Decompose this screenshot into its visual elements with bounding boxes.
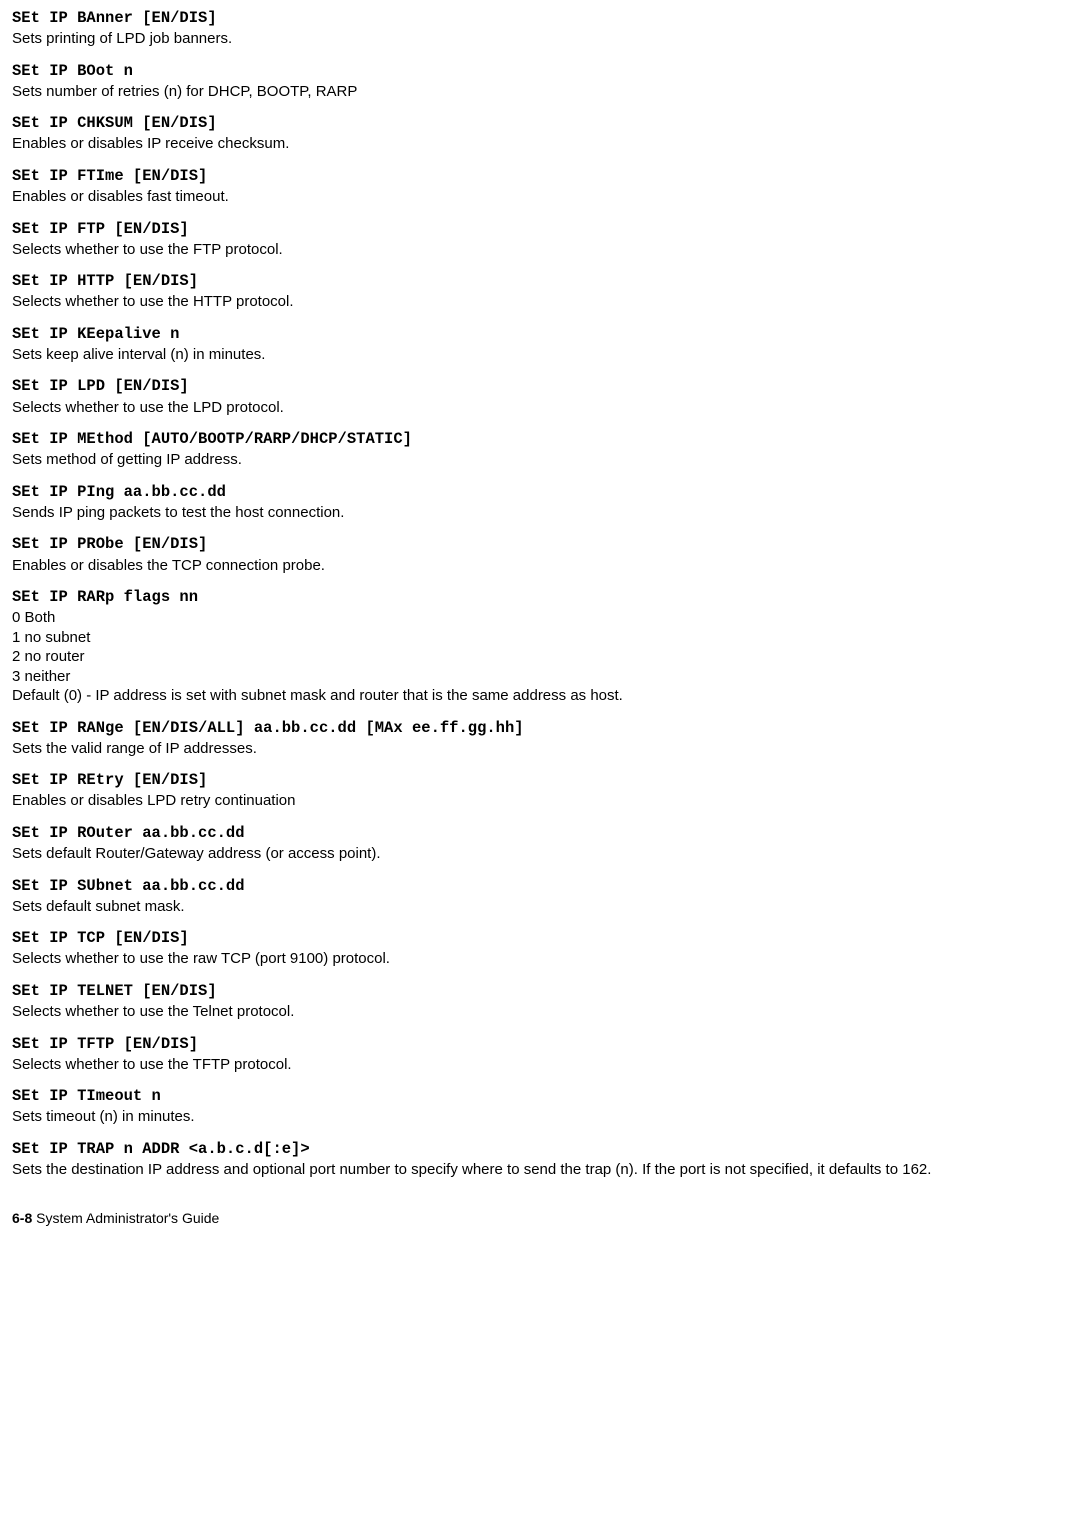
description: Enables or disables fast timeout. [12, 187, 1066, 207]
description: Sets number of retries (n) for DHCP, BOO… [12, 82, 1066, 102]
command: SEt IP TELNET [EN/DIS] [12, 981, 1066, 1001]
command: SEt IP MEthod [AUTO/BOOTP/RARP/DHCP/STAT… [12, 429, 1066, 449]
page-number: 6-8 [12, 1210, 32, 1226]
command: SEt IP TCP [EN/DIS] [12, 928, 1066, 948]
description: Sets the destination IP address and opti… [12, 1160, 1066, 1180]
command: SEt IP KEepalive n [12, 324, 1066, 344]
command: SEt IP ROuter aa.bb.cc.dd [12, 823, 1066, 843]
command: SEt IP TImeout n [12, 1086, 1066, 1106]
description: Sends IP ping packets to test the host c… [12, 503, 1066, 523]
description: Selects whether to use the FTP protocol. [12, 240, 1066, 260]
command: SEt IP PRObe [EN/DIS] [12, 534, 1066, 554]
description: Enables or disables IP receive checksum. [12, 134, 1066, 154]
description: Sets default subnet mask. [12, 897, 1066, 917]
flag-option: 1 no subnet [12, 628, 1066, 648]
command: SEt IP TRAP n ADDR <a.b.c.d[:e]> [12, 1139, 1066, 1159]
command: SEt IP RANge [EN/DIS/ALL] aa.bb.cc.dd [M… [12, 718, 1066, 738]
description: Selects whether to use the HTTP protocol… [12, 292, 1066, 312]
command: SEt IP HTTP [EN/DIS] [12, 271, 1066, 291]
description: Enables or disables LPD retry continuati… [12, 791, 1066, 811]
command: SEt IP RARp flags nn [12, 587, 1066, 607]
description: Sets method of getting IP address. [12, 450, 1066, 470]
command: SEt IP TFTP [EN/DIS] [12, 1034, 1066, 1054]
flag-option: 2 no router [12, 647, 1066, 667]
description: Selects whether to use the LPD protocol. [12, 398, 1066, 418]
description: Sets printing of LPD job banners. [12, 29, 1066, 49]
footer-title: System Administrator's Guide [36, 1210, 219, 1226]
description: Sets keep alive interval (n) in minutes. [12, 345, 1066, 365]
flag-option: 3 neither [12, 667, 1066, 687]
flag-default: Default (0) - IP address is set with sub… [12, 686, 1066, 706]
description: Enables or disables the TCP connection p… [12, 556, 1066, 576]
description: Sets timeout (n) in minutes. [12, 1107, 1066, 1127]
description: Sets default Router/Gateway address (or … [12, 844, 1066, 864]
command-list: SEt IP BAnner [EN/DIS] Sets printing of … [12, 8, 1066, 1179]
command: SEt IP BAnner [EN/DIS] [12, 8, 1066, 28]
description: Selects whether to use the TFTP protocol… [12, 1055, 1066, 1075]
description: Sets the valid range of IP addresses. [12, 739, 1066, 759]
command: SEt IP FTP [EN/DIS] [12, 219, 1066, 239]
command: SEt IP REtry [EN/DIS] [12, 770, 1066, 790]
command: SEt IP LPD [EN/DIS] [12, 376, 1066, 396]
command: SEt IP SUbnet aa.bb.cc.dd [12, 876, 1066, 896]
command: SEt IP BOot n [12, 61, 1066, 81]
description: Selects whether to use the raw TCP (port… [12, 949, 1066, 969]
command: SEt IP PIng aa.bb.cc.dd [12, 482, 1066, 502]
command: SEt IP CHKSUM [EN/DIS] [12, 113, 1066, 133]
command: SEt IP FTIme [EN/DIS] [12, 166, 1066, 186]
page-footer: 6-8 System Administrator's Guide [12, 1209, 1066, 1227]
flag-option: 0 Both [12, 608, 1066, 628]
description: Selects whether to use the Telnet protoc… [12, 1002, 1066, 1022]
